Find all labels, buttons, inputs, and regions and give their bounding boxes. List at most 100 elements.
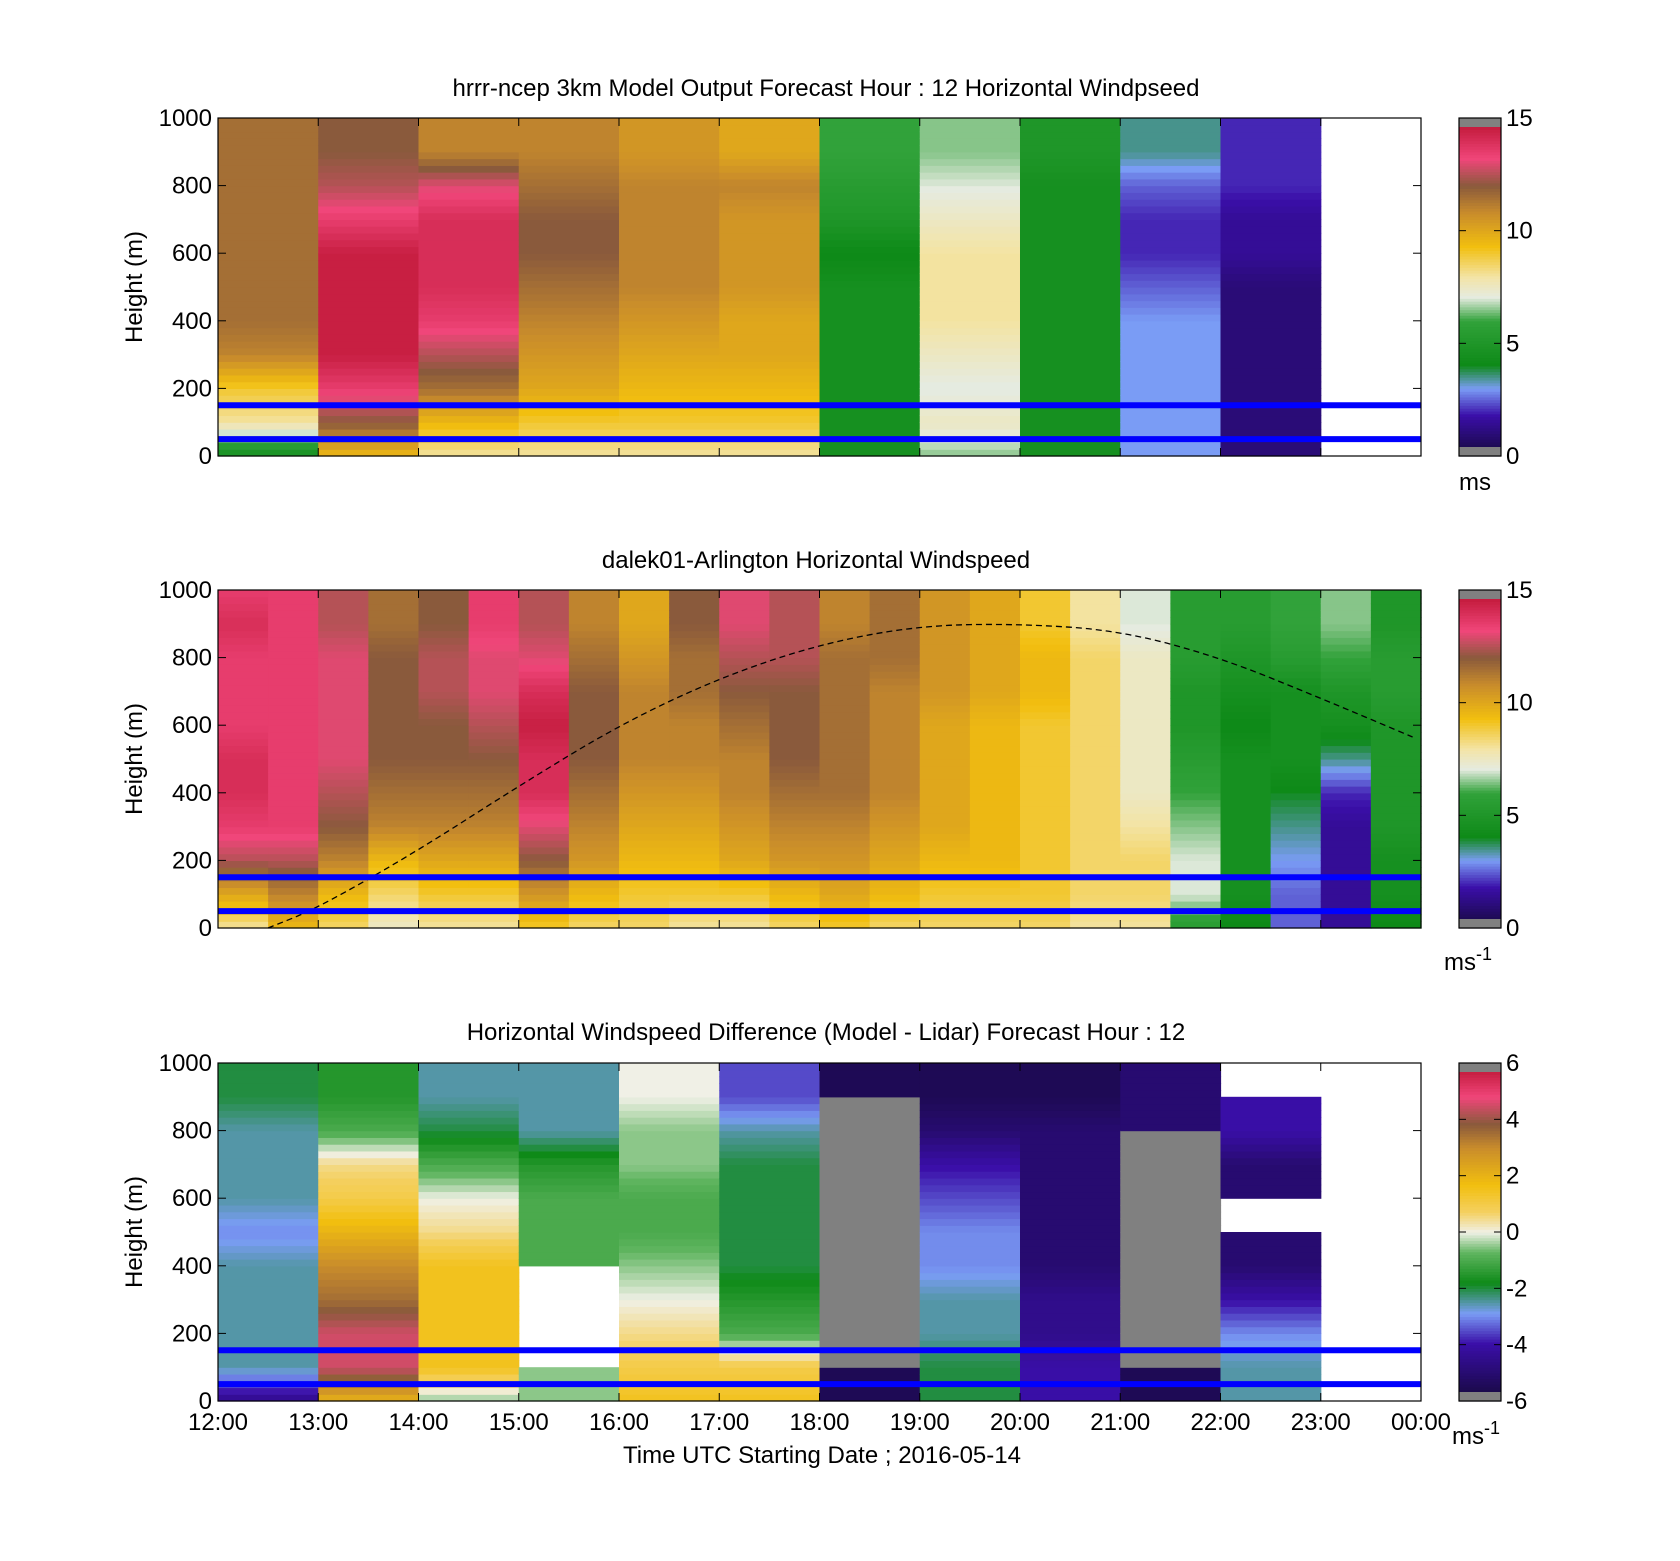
- heatmap-cell: [1020, 1340, 1121, 1348]
- colorbar-segment: [1459, 216, 1501, 220]
- heatmap-cell: [1070, 900, 1121, 909]
- heatmap-cell: [218, 1292, 319, 1301]
- heatmap-cell: [1020, 138, 1121, 146]
- heatmap-cell: [1020, 1063, 1121, 1071]
- heatmap-cell: [218, 765, 269, 774]
- heatmap-cell: [619, 1076, 720, 1084]
- heatmap-cell: [769, 826, 821, 834]
- heatmap-cell: [1020, 650, 1071, 659]
- heatmap-cell: [719, 1333, 821, 1341]
- colorbar-segment: [1459, 385, 1501, 389]
- heatmap-cell: [1320, 799, 1372, 807]
- heatmap-cell: [1370, 900, 1422, 909]
- heatmap-cell: [568, 731, 620, 740]
- heatmap-cell: [218, 239, 319, 248]
- colorbar-segment: [1459, 685, 1501, 690]
- heatmap-cell: [318, 300, 420, 308]
- heatmap-cell: [919, 1387, 1021, 1395]
- heatmap-cell: [218, 610, 269, 618]
- heatmap-cell: [1120, 630, 1171, 638]
- heatmap-cell: [318, 165, 420, 173]
- heatmap-cell: [318, 347, 420, 356]
- heatmap-cell: [1370, 657, 1422, 665]
- heatmap-cell: [1320, 860, 1372, 868]
- heatmap-cell: [318, 1117, 420, 1125]
- heatmap-cell: [318, 644, 369, 652]
- heatmap-cell: [1120, 664, 1171, 672]
- heatmap-cell: [619, 212, 720, 220]
- heatmap-cell: [1020, 118, 1121, 126]
- colorbar-segment: [1459, 1237, 1501, 1242]
- heatmap-cell: [919, 840, 971, 848]
- colorbar-segment: [1459, 137, 1501, 142]
- heatmap-cell: [1370, 786, 1422, 794]
- colorbar-segment: [1459, 1110, 1501, 1115]
- heatmap-cell: [819, 1171, 921, 1179]
- colorbar-segment: [1459, 382, 1501, 387]
- colorbar-tick-label: 10: [1506, 218, 1533, 245]
- heatmap-cell: [819, 361, 921, 369]
- colorbar-segment: [1459, 832, 1501, 836]
- heatmap-cell: [719, 1150, 821, 1159]
- colorbar-segment: [1459, 801, 1501, 805]
- heatmap-cell: [318, 341, 420, 349]
- heatmap-cell: [869, 664, 921, 672]
- heatmap-cell: [919, 630, 971, 638]
- heatmap-cell: [1020, 630, 1071, 638]
- heatmap-cell: [1120, 1367, 1222, 1375]
- heatmap-cell: [368, 779, 420, 787]
- heatmap-cell: [1120, 603, 1171, 611]
- heatmap-cell: [418, 408, 520, 417]
- heatmap-cell: [619, 1144, 720, 1152]
- heatmap-cell: [518, 853, 570, 861]
- heatmap-cell: [719, 704, 770, 713]
- heatmap-cell: [268, 617, 319, 625]
- heatmap-cell: [468, 664, 520, 672]
- heatmap-cell: [719, 266, 821, 275]
- heatmap-cell: [468, 826, 520, 834]
- heatmap-cell: [719, 381, 821, 389]
- heatmap-cell: [218, 772, 269, 780]
- heatmap-cell: [368, 894, 420, 902]
- heatmap-cell: [669, 867, 720, 875]
- heatmap-cell: [418, 786, 470, 794]
- colorbar-segment: [1459, 716, 1501, 721]
- colorbar-segment: [1459, 697, 1501, 701]
- heatmap-cell: [669, 894, 720, 902]
- heatmap-cell: [819, 630, 871, 638]
- heatmap-cell: [719, 253, 821, 261]
- heatmap-cell: [518, 691, 570, 699]
- heatmap-cell: [218, 799, 269, 807]
- heatmap-cell: [919, 1184, 1021, 1193]
- heatmap-cell: [368, 765, 420, 774]
- heatmap-cell: [1170, 880, 1222, 889]
- heatmap-cell: [1170, 664, 1222, 672]
- heatmap-cell: [1270, 603, 1322, 611]
- heatmap-cell: [619, 826, 670, 834]
- heatmap-cell: [619, 914, 670, 922]
- heatmap-cell: [969, 725, 1021, 733]
- heatmap-cell: [619, 779, 670, 787]
- heatmap-cell: [1020, 341, 1121, 349]
- heatmap-cell: [919, 894, 971, 902]
- heatmap-cell: [1120, 1184, 1222, 1193]
- heatmap-cell: [919, 300, 1021, 308]
- heatmap-cell: [468, 596, 520, 605]
- heatmap-cell: [769, 596, 821, 605]
- heatmap-cell: [318, 1319, 420, 1328]
- heatmap-cell: [1070, 860, 1121, 868]
- heatmap-cell: [719, 1218, 821, 1226]
- heatmap-cell: [468, 914, 520, 922]
- colorbar-segment: [1459, 1313, 1501, 1318]
- heatmap-cell: [418, 1272, 520, 1280]
- heatmap-cell: [819, 684, 871, 692]
- heatmap-cell: [1220, 1157, 1322, 1165]
- heatmap-cell: [819, 840, 871, 848]
- colorbar-segment: [1459, 728, 1501, 732]
- heatmap-cell: [218, 752, 269, 760]
- heatmap-cell: [1020, 442, 1121, 450]
- colorbar-segment: [1459, 1206, 1501, 1211]
- colorbar-segment: [1459, 191, 1501, 195]
- heatmap-cell: [919, 900, 971, 909]
